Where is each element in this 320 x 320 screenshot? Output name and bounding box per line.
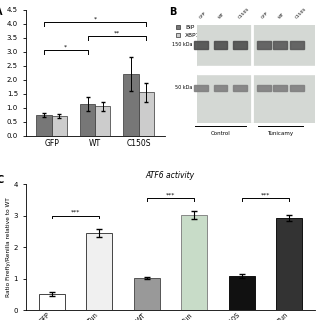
Text: A: A <box>0 7 3 17</box>
Y-axis label: Ratio Firefly/Renilla relative to WT: Ratio Firefly/Renilla relative to WT <box>6 197 11 297</box>
Bar <box>257 41 271 49</box>
Text: WT: WT <box>277 12 285 20</box>
Text: Control: Control <box>211 131 230 136</box>
Text: GFP: GFP <box>261 11 270 20</box>
Bar <box>134 278 160 310</box>
Text: 50 kDa: 50 kDa <box>175 85 193 91</box>
Bar <box>139 92 154 136</box>
Text: GFP: GFP <box>198 11 207 20</box>
Bar <box>213 41 228 49</box>
Text: ATF6 activity: ATF6 activity <box>146 171 195 180</box>
Text: C150S: C150S <box>237 7 250 20</box>
Bar <box>228 276 255 310</box>
Bar <box>197 67 315 74</box>
Bar <box>233 85 247 91</box>
Text: *: * <box>64 44 68 49</box>
Text: B: B <box>169 7 176 17</box>
Text: ***: *** <box>261 192 270 197</box>
Text: C: C <box>0 175 4 185</box>
Text: ***: *** <box>166 192 175 197</box>
Text: WT: WT <box>218 12 226 20</box>
Bar <box>273 85 287 91</box>
Bar <box>276 218 302 310</box>
FancyBboxPatch shape <box>197 25 315 123</box>
Text: Tunicamy: Tunicamy <box>267 131 293 136</box>
Bar <box>194 41 208 49</box>
Text: C150S: C150S <box>294 7 307 20</box>
Bar <box>290 41 304 49</box>
Text: **: ** <box>114 30 120 35</box>
Bar <box>80 104 95 136</box>
Bar <box>257 85 271 91</box>
Text: *: * <box>94 16 97 21</box>
Bar <box>36 115 52 136</box>
Bar <box>233 41 247 49</box>
Text: ***: *** <box>71 210 80 215</box>
Bar <box>124 74 139 136</box>
Bar <box>181 215 207 310</box>
Bar <box>213 85 228 91</box>
Bar <box>86 233 112 310</box>
Bar <box>52 116 67 136</box>
Bar <box>194 85 208 91</box>
Bar <box>290 85 304 91</box>
Bar <box>95 107 110 136</box>
Bar <box>273 41 287 49</box>
Text: 150 kDa: 150 kDa <box>172 43 193 47</box>
Bar <box>39 294 65 310</box>
Legend: BIP, XBP1S: BIP, XBP1S <box>173 23 206 40</box>
